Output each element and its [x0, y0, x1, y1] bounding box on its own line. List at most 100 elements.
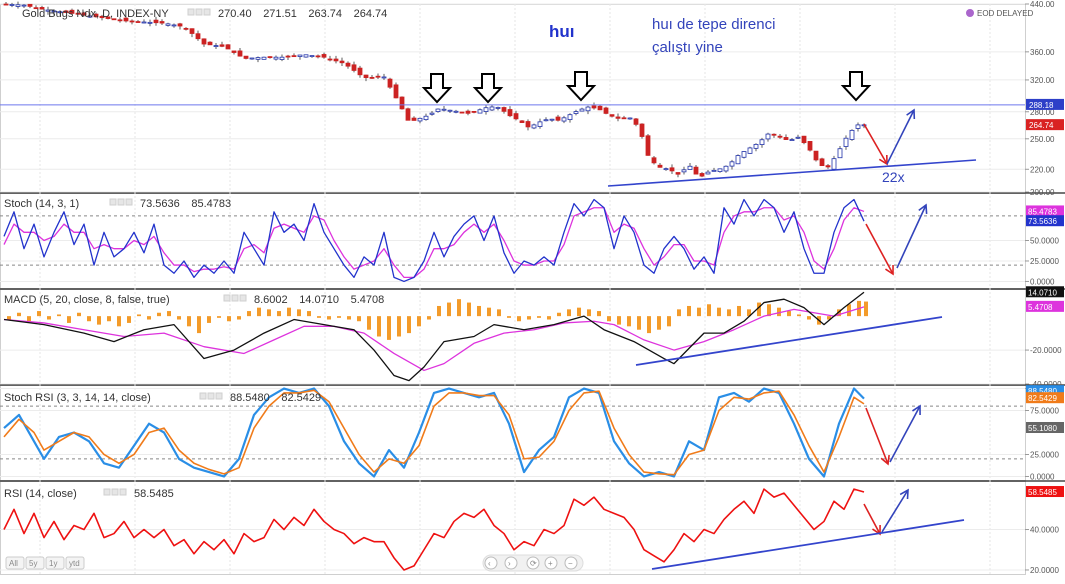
candle: [81, 12, 87, 16]
macd-histogram-bar: [647, 316, 651, 334]
macd-histogram-bar: [777, 307, 781, 317]
macd-histogram-bar: [377, 316, 381, 337]
tick-label: 75.0000: [1030, 407, 1059, 416]
pane-settings-icon[interactable]: [103, 488, 111, 496]
pane-settings-icon[interactable]: [223, 294, 231, 302]
pane-settings-icon[interactable]: [207, 392, 215, 400]
macd-histogram-bar: [597, 311, 601, 317]
pane-header: Stoch (14, 3, 1) 73.5636 85.4783: [4, 198, 231, 210]
macd-histogram-bar: [497, 309, 501, 317]
candle: [723, 165, 729, 172]
candle: [3, 3, 9, 6]
candle: [657, 164, 663, 168]
zoom-in-icon[interactable]: +: [544, 556, 558, 570]
scroll-right-icon[interactable]: ›: [504, 556, 518, 570]
candle: [741, 151, 747, 158]
zoom-out-icon-circle[interactable]: [564, 556, 578, 570]
range-button-bg[interactable]: [65, 556, 85, 570]
pane-settings-icon[interactable]: [195, 8, 203, 16]
pane-settings-icon[interactable]: [215, 392, 223, 400]
macd-signal-last-box: [1026, 300, 1064, 312]
macd-histogram-bar: [447, 302, 451, 317]
macd-signal-last-label: 5.4708: [1028, 303, 1053, 312]
macd-histogram-bar: [307, 311, 311, 317]
candle: [375, 75, 381, 78]
zoom-in-icon-glyph: +: [548, 559, 553, 568]
candle: [243, 55, 249, 59]
candle: [777, 135, 783, 138]
candle: [39, 7, 45, 10]
candle: [309, 55, 315, 57]
readout-value: 88.5480: [230, 392, 270, 404]
pane-settings-icon[interactable]: [199, 392, 207, 400]
candle: [9, 4, 15, 6]
zoom-in-icon-circle[interactable]: [544, 556, 558, 570]
candle: [747, 147, 753, 154]
macd-histogram-bar: [287, 307, 291, 317]
range-button[interactable]: 5y: [25, 556, 45, 570]
macd-histogram-bar: [417, 316, 421, 327]
macd-histogram-bar: [67, 316, 71, 323]
range-button-bg[interactable]: [45, 556, 65, 570]
tick-label: 20.0000: [1030, 566, 1059, 575]
range-button-label: 5y: [29, 559, 37, 568]
pane-settings-icon[interactable]: [125, 198, 133, 206]
range-button-bg[interactable]: [25, 556, 45, 570]
candle: [639, 123, 645, 137]
pane-settings-icon[interactable]: [239, 294, 247, 302]
candle: [567, 114, 573, 121]
pane-header: MACD (5, 20, close, 8, false, true) 8.600…: [4, 294, 384, 306]
candle: [489, 106, 495, 111]
arrow-head: [906, 108, 916, 120]
candle: [111, 18, 117, 21]
reset-zoom-icon[interactable]: ⟳: [526, 556, 540, 570]
macd-histogram-bar: [347, 316, 351, 320]
reset-zoom-icon-circle[interactable]: [526, 556, 540, 570]
range-button[interactable]: All: [5, 556, 25, 570]
candle: [765, 133, 771, 140]
macd-histogram-bar: [167, 311, 171, 317]
tick-label: 250.00: [1030, 135, 1055, 144]
candle: [771, 133, 777, 136]
candle: [819, 158, 825, 167]
macd-histogram-bar: [847, 304, 851, 317]
stochrsi-d-last-label: 82.5429: [1028, 394, 1057, 403]
range-button[interactable]: 1y: [45, 556, 65, 570]
pane-settings-icon[interactable]: [231, 294, 239, 302]
pane-settings-icon[interactable]: [187, 8, 195, 16]
candle: [255, 57, 261, 60]
tick-label: 0.0000: [1030, 472, 1055, 481]
candle: [387, 78, 393, 88]
macd-histogram-bar: [687, 305, 691, 317]
macd-histogram-bar: [177, 316, 181, 320]
zoom-out-icon[interactable]: −: [564, 556, 578, 570]
candle: [369, 76, 375, 79]
pane-settings-icon[interactable]: [117, 198, 125, 206]
scroll-right-icon-circle[interactable]: [504, 556, 518, 570]
scroll-left-icon-circle[interactable]: [484, 556, 498, 570]
pane-settings-icon[interactable]: [109, 198, 117, 206]
arrow-shaft: [881, 489, 909, 533]
scroll-left-icon[interactable]: ‹: [484, 556, 498, 570]
stochrsi-k-line: [3, 387, 865, 478]
arrow-shaft: [865, 407, 889, 465]
candle: [831, 158, 837, 170]
tick-label: 0.0000: [1030, 277, 1055, 286]
candle: [807, 141, 813, 151]
macd-histogram-bar: [127, 316, 131, 323]
macd-histogram-bar: [337, 316, 341, 318]
range-button-bg[interactable]: [5, 556, 25, 570]
pane-settings-icon[interactable]: [119, 488, 127, 496]
pane-settings-icon[interactable]: [111, 488, 119, 496]
range-button[interactable]: ytd: [65, 556, 85, 570]
macd-histogram-bar: [27, 316, 31, 322]
tick-label: 25.0000: [1030, 450, 1059, 459]
tick-label: 25.0000: [1030, 257, 1059, 266]
macd-histogram-bar: [657, 316, 661, 330]
projection-down-arrow: [865, 407, 890, 466]
arrow-shaft: [865, 223, 894, 275]
pane-settings-icon[interactable]: [203, 8, 211, 16]
range-controls[interactable]: All 5y 1y ytd ‹ › ⟳ + −: [5, 554, 584, 572]
macd-histogram-bar: [537, 316, 541, 318]
